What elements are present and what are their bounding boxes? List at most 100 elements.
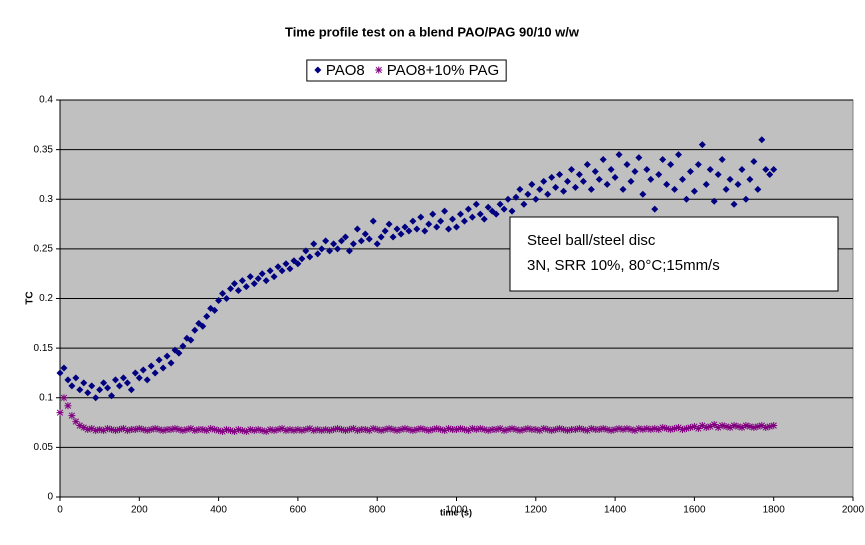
- data-point: [476, 425, 484, 433]
- data-point: [100, 379, 108, 387]
- data-point: [226, 427, 234, 435]
- data-point: [710, 421, 718, 429]
- data-point: [326, 427, 334, 435]
- data-point: [738, 424, 746, 432]
- data-point: [690, 187, 698, 195]
- data-point: [88, 425, 96, 433]
- data-point: [488, 426, 496, 434]
- data-point: [540, 177, 548, 185]
- data-point: [405, 426, 413, 434]
- data-point: [564, 177, 572, 185]
- data-point: [381, 227, 389, 235]
- data-point: [591, 167, 599, 175]
- data-point: [151, 369, 159, 377]
- data-point: [659, 424, 667, 432]
- legend-label: PAO8: [326, 62, 365, 79]
- data-point: [651, 205, 659, 213]
- data-point: [127, 386, 135, 394]
- legend-box: [306, 59, 507, 82]
- data-point: [262, 277, 270, 285]
- data-point: [203, 427, 211, 435]
- data-point: [294, 260, 302, 268]
- data-point: [195, 426, 203, 434]
- data-point: [159, 364, 167, 372]
- data-point: [108, 392, 116, 400]
- data-point: [504, 426, 512, 434]
- data-point: [675, 424, 683, 432]
- data-point: [357, 426, 365, 434]
- data-point: [270, 427, 278, 435]
- data-point: [112, 427, 120, 435]
- data-point: [84, 426, 92, 434]
- data-point: [397, 230, 405, 238]
- data-point: [750, 158, 758, 166]
- data-point: [433, 223, 441, 231]
- data-point: [258, 427, 266, 435]
- data-point: [730, 422, 738, 430]
- data-point: [611, 426, 619, 434]
- annotation-box: [509, 216, 839, 292]
- data-point: [492, 426, 500, 434]
- data-point: [429, 426, 437, 434]
- data-point: [647, 426, 655, 434]
- data-point: [345, 426, 353, 434]
- data-point: [310, 427, 318, 435]
- data-point: [100, 427, 108, 435]
- x-tick-label: 2000: [842, 505, 865, 516]
- data-point: [302, 426, 310, 434]
- data-point: [583, 427, 591, 435]
- data-point: [417, 213, 425, 221]
- data-point: [211, 426, 219, 434]
- data-point: [552, 426, 560, 434]
- data-point: [770, 165, 778, 173]
- data-point: [702, 424, 710, 432]
- data-point: [131, 369, 139, 377]
- data-point: [365, 427, 373, 435]
- data-point: [159, 427, 167, 435]
- data-point: [599, 425, 607, 433]
- data-point: [453, 426, 460, 434]
- data-point: [167, 359, 175, 367]
- data-point: [282, 260, 290, 268]
- data-point: [64, 376, 72, 384]
- data-point: [314, 426, 322, 434]
- data-point: [647, 175, 655, 183]
- data-point: [679, 426, 687, 434]
- data-point: [223, 295, 231, 302]
- data-point: [698, 141, 706, 149]
- data-point: [250, 280, 258, 288]
- data-point: [746, 175, 754, 183]
- data-point: [540, 425, 548, 433]
- y-tick-label: 0.05: [34, 442, 54, 453]
- data-point: [353, 225, 361, 233]
- data-point: [714, 424, 722, 432]
- data-point: [690, 423, 698, 431]
- data-point: [524, 190, 532, 198]
- data-point: [377, 233, 385, 241]
- data-point: [230, 280, 238, 288]
- data-point: [373, 240, 381, 248]
- legend: PAO8 PAO8+10% PAG: [306, 59, 507, 82]
- data-point: [762, 165, 770, 173]
- data-point: [464, 427, 472, 435]
- data-point: [449, 426, 457, 434]
- data-point: [286, 265, 294, 273]
- data-point: [334, 245, 342, 253]
- data-point: [726, 424, 734, 432]
- data-point: [770, 422, 778, 430]
- data-point: [151, 425, 159, 433]
- data-point: [135, 425, 143, 433]
- data-point: [425, 220, 433, 228]
- data-point: [60, 394, 68, 402]
- data-point: [318, 427, 326, 435]
- data-point: [409, 427, 417, 435]
- data-point: [468, 213, 476, 221]
- data-point: [560, 187, 568, 195]
- data-point: [623, 161, 631, 169]
- data-point: [651, 425, 659, 433]
- data-point: [730, 200, 738, 208]
- legend-label: PAO8+10% PAG: [387, 62, 499, 79]
- data-point: [421, 426, 429, 434]
- legend-marker: [375, 66, 383, 74]
- data-point: [254, 275, 262, 283]
